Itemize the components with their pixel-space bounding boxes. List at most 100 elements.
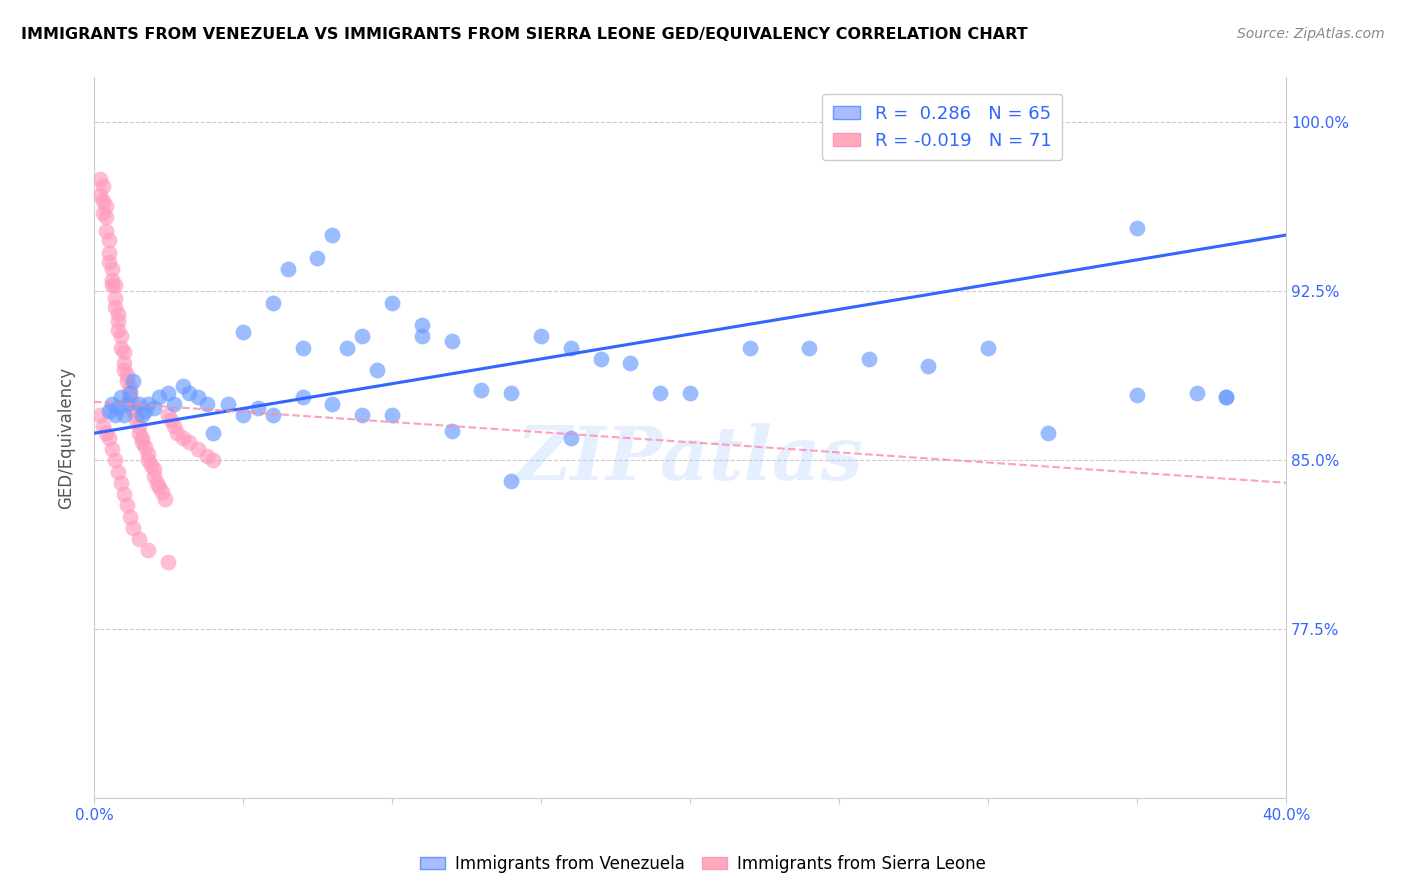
Point [134,440,156,454]
Point [94,223,117,237]
Point [560,341,582,355]
Point [101,277,124,292]
Point [115,368,138,382]
Point [121,403,143,417]
Point [115,498,138,512]
Point [107,313,129,327]
Point [134,403,156,417]
Point [124,409,146,423]
Point [977,341,1000,355]
Point [118,390,141,404]
Y-axis label: GED/Equivalency: GED/Equivalency [58,367,75,508]
Point [1126,221,1149,235]
Point [321,228,343,243]
Point [94,199,117,213]
Point [917,359,939,373]
Point [128,532,150,546]
Point [145,475,167,490]
Point [104,453,127,467]
Point [136,453,159,467]
Point [366,363,388,377]
Point [291,341,314,355]
Point [112,356,135,370]
Point [128,419,150,434]
Legend: R =  0.286   N = 65, R = -0.019   N = 71: R = 0.286 N = 65, R = -0.019 N = 71 [823,94,1063,161]
Point [121,521,143,535]
Point [142,462,165,476]
Point [179,385,201,400]
Point [160,413,183,427]
Point [155,491,177,506]
Point [352,409,374,423]
Point [470,384,492,398]
Point [118,509,141,524]
Point [411,318,433,333]
Point [94,426,117,441]
Point [291,390,314,404]
Point [619,356,641,370]
Point [381,295,404,310]
Point [104,300,127,314]
Point [101,442,124,456]
Point [101,273,124,287]
Point [179,435,201,450]
Point [157,555,180,569]
Point [157,385,180,400]
Point [136,446,159,460]
Point [858,351,880,366]
Point [89,171,111,186]
Point [352,329,374,343]
Point [166,426,188,441]
Point [381,409,404,423]
Point [321,397,343,411]
Point [128,426,150,441]
Point [97,431,120,445]
Point [94,210,117,224]
Text: IMMIGRANTS FROM VENEZUELA VS IMMIGRANTS FROM SIERRA LEONE GED/EQUIVALENCY CORREL: IMMIGRANTS FROM VENEZUELA VS IMMIGRANTS … [21,27,1028,42]
Point [124,413,146,427]
Point [115,397,138,411]
Point [202,453,225,467]
Point [232,409,254,423]
Point [1215,390,1237,404]
Point [110,390,132,404]
Point [107,307,129,321]
Point [195,449,218,463]
Point [104,409,127,423]
Point [91,419,114,434]
Point [142,469,165,483]
Point [232,325,254,339]
Point [136,543,159,558]
Point [411,329,433,343]
Point [152,484,174,499]
Point [262,295,284,310]
Point [217,397,239,411]
Point [110,341,132,355]
Point [307,251,329,265]
Point [115,375,138,389]
Point [91,205,114,219]
Text: ZIPatlas: ZIPatlas [516,423,863,496]
Point [128,397,150,411]
Point [148,480,170,494]
Point [136,397,159,411]
Point [104,277,127,292]
Point [112,487,135,501]
Point [440,334,463,348]
Point [148,390,170,404]
Point [107,465,129,479]
Point [101,397,124,411]
Point [1126,388,1149,402]
Point [163,419,186,434]
Point [163,397,186,411]
Point [1215,390,1237,404]
Point [172,379,194,393]
Point [91,194,114,209]
Point [121,375,143,389]
Point [530,329,553,343]
Legend: Immigrants from Venezuela, Immigrants from Sierra Leone: Immigrants from Venezuela, Immigrants fr… [413,848,993,880]
Point [110,329,132,343]
Point [89,409,111,423]
Point [501,474,523,488]
Point [157,409,180,423]
